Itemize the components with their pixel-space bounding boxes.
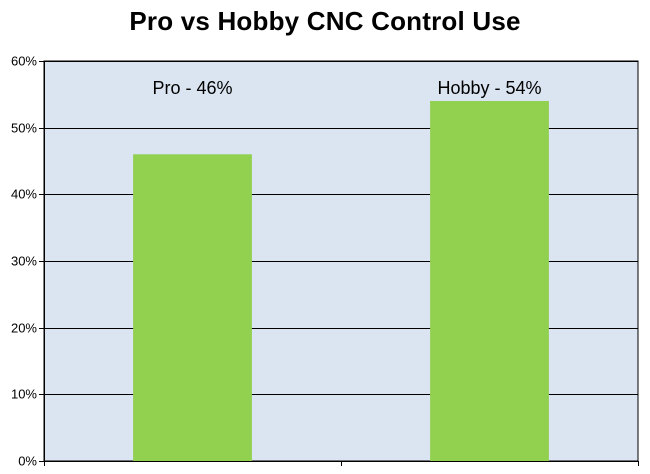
- y-tick-label: 40%: [11, 187, 37, 202]
- chart-title: Pro vs Hobby CNC Control Use: [129, 6, 521, 36]
- y-tick-label: 30%: [11, 254, 37, 269]
- data-label-hobby: Hobby - 54%: [437, 78, 541, 98]
- axes: [44, 61, 639, 466]
- bar-hobby: [430, 101, 549, 461]
- data-labels: Pro - 46% Hobby - 54%: [152, 78, 541, 98]
- y-tick-label: 50%: [11, 121, 37, 136]
- data-label-pro: Pro - 46%: [152, 78, 232, 98]
- y-tick-label: 0%: [18, 454, 37, 469]
- bars: [133, 101, 549, 462]
- y-tick-label: 10%: [11, 387, 37, 402]
- y-tick-label: 20%: [11, 321, 37, 336]
- y-tick-label: 60%: [11, 54, 37, 69]
- y-tick-labels: 0% 10% 20% 30% 40% 50% 60%: [11, 54, 44, 469]
- bar-pro: [133, 154, 252, 462]
